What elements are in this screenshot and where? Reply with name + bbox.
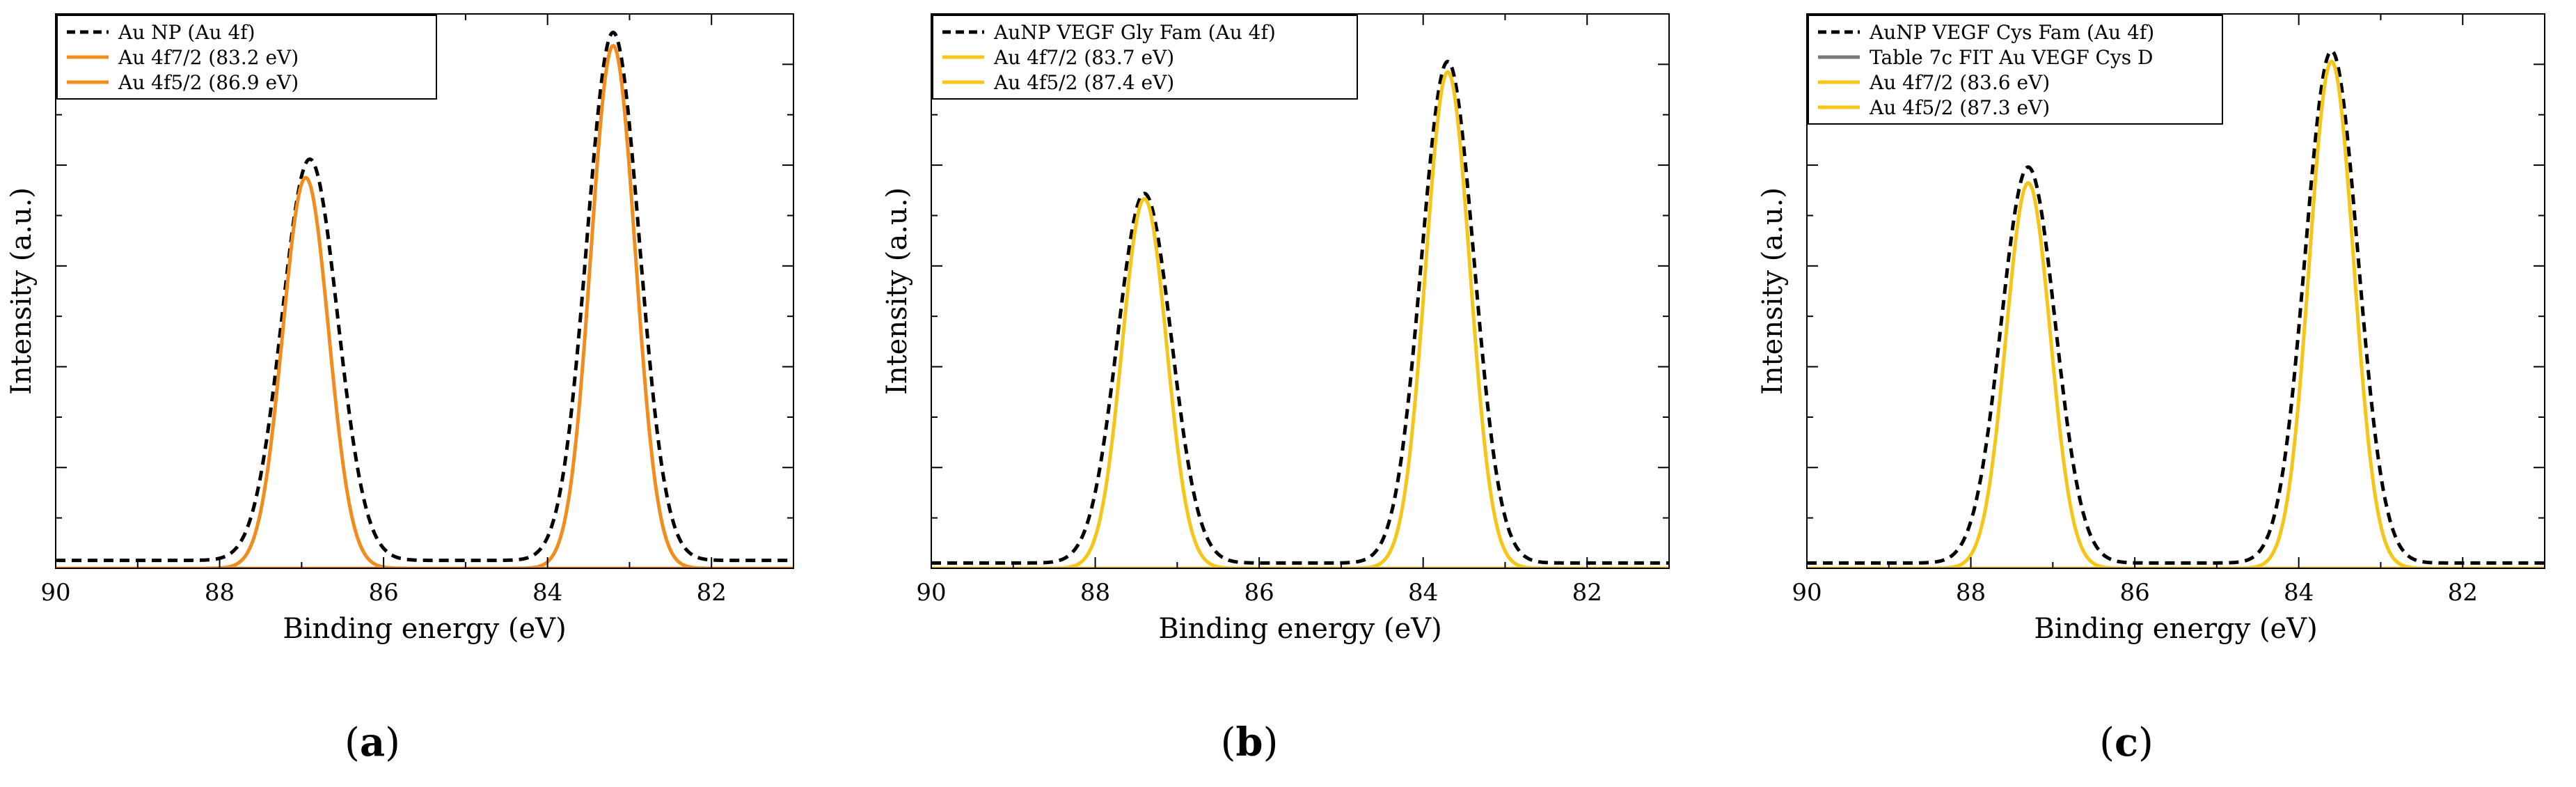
series-line-0: [931, 59, 1669, 565]
x-tick-label: 82: [697, 579, 727, 607]
x-tick-label: 84: [2284, 579, 2314, 607]
panel-label-close: ): [2138, 720, 2154, 765]
x-axis-title: Binding energy (eV): [2034, 613, 2317, 645]
series-line-2: [56, 176, 793, 568]
series-line-1: [56, 44, 793, 568]
axis-frame: [55, 13, 794, 569]
series-line-0: [56, 31, 793, 563]
x-tick-label: 86: [368, 579, 398, 607]
legend-box: [56, 15, 437, 100]
panel-label-open: (: [345, 720, 360, 765]
legend-entry: Au 4f5/2 (87.4 eV): [993, 71, 1174, 94]
panel-label: (c): [2099, 719, 2154, 765]
axis-frame: [931, 13, 1670, 569]
x-tick-label: 84: [1408, 579, 1438, 607]
legend: Au NP (Au 4f)Au 4f7/2 (83.2 eV)Au 4f5/2 …: [56, 15, 437, 100]
y-axis-title: Intensity (a.u.): [1757, 187, 1789, 395]
legend: AuNP VEGF Cys Fam (Au 4f)Table 7c FIT Au…: [1808, 15, 2223, 125]
x-tick-label: 86: [2119, 579, 2149, 607]
series-line-2: [931, 196, 1669, 568]
x-tick-label: 82: [2448, 579, 2478, 607]
panel-label-close: ): [385, 720, 400, 765]
x-tick-label: 88: [1956, 579, 1986, 607]
series-line-0: [1807, 49, 2545, 565]
x-tick-label: 82: [1572, 579, 1602, 607]
plot-area: [1807, 49, 2545, 568]
panel-label-letter: a: [360, 719, 385, 765]
series-line-2: [1807, 59, 2545, 568]
legend-entry: Au 4f5/2 (87.3 eV): [1869, 96, 2050, 119]
x-tick-label: 88: [1080, 579, 1110, 607]
panel-label-letter: b: [1235, 719, 1263, 765]
legend-entry: Au 4f7/2 (83.7 eV): [993, 46, 1174, 69]
legend-entry: Au 4f7/2 (83.6 eV): [1869, 71, 2050, 94]
y-axis-title: Intensity (a.u.): [881, 187, 913, 395]
legend-entry: Table 7c FIT Au VEGF Cys D: [1870, 46, 2153, 69]
x-axis-title: Binding energy (eV): [283, 613, 566, 645]
legend-entry: AuNP VEGF Cys Fam (Au 4f): [1869, 21, 2154, 44]
series-line-3: [1807, 181, 2545, 568]
panel-c: 90 88 86 84 82 Binding energy (eV) Intensity (…: [1757, 13, 2545, 765]
panel-label: (b): [1221, 719, 1279, 765]
panel-label: (a): [345, 719, 400, 765]
x-tick-label: 90: [40, 579, 70, 607]
legend-box: [932, 15, 1358, 100]
legend-entry: AuNP VEGF Gly Fam (Au 4f): [993, 21, 1276, 44]
panel-b: 90 88 86 84 82 Binding energy (eV) Intensity (…: [881, 13, 1670, 765]
plot-area: [931, 59, 1669, 568]
x-axis-title: Binding energy (eV): [1158, 613, 1441, 645]
legend-box: [1808, 15, 2223, 125]
series-line-1: [931, 70, 1669, 568]
legend: AuNP VEGF Gly Fam (Au 4f)Au 4f7/2 (83.7 …: [932, 15, 1358, 100]
panel-a: 90 88 86 84 82 Binding energy (eV) Intensity (…: [6, 13, 794, 765]
x-tick-label: 90: [1792, 579, 1822, 607]
panel-label-letter: c: [2115, 719, 2138, 765]
axis-frame: [1806, 13, 2545, 569]
x-tick-label: 84: [532, 579, 562, 607]
legend-entry: Au 4f7/2 (83.2 eV): [118, 46, 299, 69]
panel-label-open: (: [2099, 720, 2115, 765]
panel-label-open: (: [1221, 720, 1236, 765]
x-tick-label: 86: [1244, 579, 1274, 607]
x-tick-label: 88: [205, 579, 235, 607]
x-tick-label: 90: [916, 579, 946, 607]
legend-entry: Au 4f5/2 (86.9 eV): [118, 71, 299, 94]
legend-entry: Au NP (Au 4f): [118, 21, 255, 44]
panel-label-close: ): [1263, 720, 1279, 765]
y-axis-title: Intensity (a.u.): [6, 187, 38, 395]
plot-area: [56, 31, 793, 568]
